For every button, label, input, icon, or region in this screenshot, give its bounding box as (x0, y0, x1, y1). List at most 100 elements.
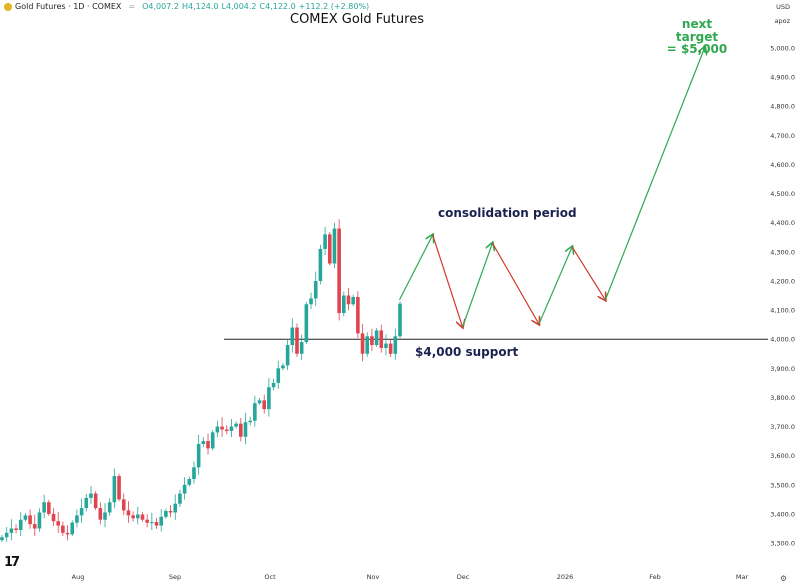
candle-body (206, 441, 210, 449)
candle-body (75, 515, 79, 523)
x-tick-label: 2026 (557, 573, 574, 581)
candle-body (0, 537, 4, 541)
candle-body (79, 508, 84, 516)
candle-body (253, 403, 257, 421)
candle-body (327, 234, 332, 264)
open-value: O4,007.2 (142, 2, 179, 11)
candle-body (229, 426, 234, 431)
y-tick-label: 4,700.0 (770, 132, 795, 140)
projection-arrow-up (538, 247, 572, 325)
target-label-line1: next target (675, 17, 719, 44)
candle-body (182, 484, 187, 494)
candle-body (271, 382, 276, 388)
candle-body (131, 515, 135, 519)
candle-body (295, 327, 299, 354)
candle-body (290, 327, 295, 346)
x-tick-label: Dec (457, 573, 470, 581)
y-tick-label: 4,500.0 (770, 190, 795, 198)
y-tick-label: 4,100.0 (770, 307, 795, 315)
projection-arrow-up (398, 235, 432, 301)
candle-body (9, 528, 14, 533)
candle-body (121, 499, 126, 511)
candle-body (309, 298, 313, 305)
y-tick-label: 3,600.0 (770, 452, 795, 460)
y-tick-label: 3,700.0 (770, 423, 795, 431)
candle-body (201, 441, 206, 445)
settings-icon[interactable]: ⚙ (779, 574, 787, 583)
candle-body (107, 502, 112, 513)
y-tick-label: 4,300.0 (770, 248, 795, 256)
candle-body (248, 420, 252, 423)
y-tick-label: 3,800.0 (770, 394, 795, 402)
symbol-name[interactable]: Gold Futures · 1D · COMEX (15, 2, 122, 11)
candle-body (370, 336, 374, 346)
candle-body (374, 330, 379, 346)
projection-arrow-down (432, 234, 463, 327)
consolidation-label: consolidation period (438, 206, 577, 220)
y-tick-label: 4,800.0 (770, 103, 795, 111)
candle-body (360, 333, 365, 354)
candle-body (140, 514, 145, 520)
candle-body (4, 532, 9, 538)
candle-body (337, 228, 341, 313)
candle-body (65, 532, 70, 535)
candle-body (14, 528, 18, 530)
candle-body (384, 343, 388, 348)
candle-body (299, 342, 304, 354)
support-label: $4,000 support (415, 345, 519, 359)
candle-body (318, 248, 323, 281)
candle-body (388, 343, 393, 354)
candle-body (178, 493, 182, 504)
candle-body (393, 336, 398, 354)
candle-body (56, 521, 60, 526)
y-tick-label: 3,400.0 (770, 510, 795, 518)
candle-body (70, 522, 75, 535)
candle-body (351, 296, 355, 305)
y-tick-label: 4,200.0 (770, 277, 795, 285)
projection-arrow-up (461, 243, 493, 328)
candle-body (150, 522, 154, 524)
candle-body (159, 516, 163, 526)
candle-body (103, 512, 107, 520)
x-tick-label: Nov (367, 573, 380, 581)
candle-body (28, 515, 32, 525)
currency-select[interactable]: USD (776, 3, 790, 11)
candle-body (47, 502, 51, 514)
candle-body (398, 303, 402, 337)
candle-body (117, 476, 121, 500)
candle-body (262, 400, 267, 410)
scale-mode-select[interactable]: apoz (774, 17, 791, 25)
candle-body (239, 423, 243, 437)
candle-body (61, 525, 65, 533)
candle-body (32, 524, 37, 529)
candle-body (154, 522, 159, 526)
candle-body (356, 296, 360, 334)
candle-body (145, 519, 149, 523)
candle-body (192, 467, 196, 479)
candle-body (304, 304, 309, 343)
x-tick-label: Oct (264, 573, 276, 581)
tradingview-logo[interactable]: 17 (4, 555, 20, 570)
projection-arrow-down (491, 242, 538, 324)
y-tick-label: 5,000.0 (770, 45, 795, 53)
candle-body (243, 422, 248, 437)
candle-body (313, 280, 318, 299)
symbol-header: Gold Futures · 1D · COMEX = O4,007.2 H4,… (4, 2, 369, 11)
projection-arrow-down (571, 246, 605, 300)
candle-body (18, 519, 23, 530)
candle-body (135, 514, 140, 519)
candle-body (220, 426, 224, 430)
y-tick-label: 4,400.0 (770, 219, 795, 227)
target-label-line2: = $5,000 (666, 42, 728, 57)
equals-icon: = (128, 2, 136, 11)
x-tick-label: Feb (649, 573, 661, 581)
candle-body (173, 503, 178, 513)
candle-body (84, 497, 89, 509)
candle-body (323, 234, 327, 249)
chart-title: COMEX Gold Futures (290, 12, 424, 27)
y-tick-label: 4,600.0 (770, 161, 795, 169)
candle-body (210, 432, 215, 449)
high-value: H4,124.0 (181, 2, 219, 11)
